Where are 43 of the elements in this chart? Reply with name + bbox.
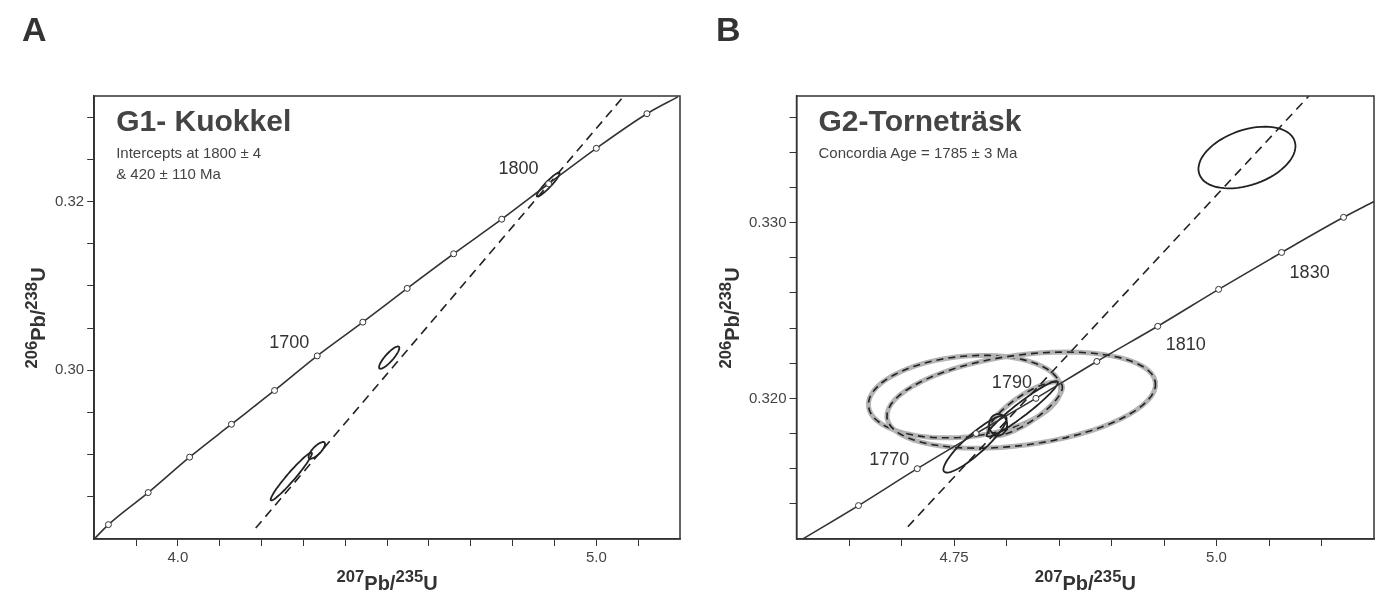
text: A <box>22 10 47 49</box>
x-tick-label: 5.0 <box>1206 548 1227 566</box>
point <box>1215 285 1223 293</box>
point <box>1093 357 1101 365</box>
y-tick-label: 0.320 <box>748 388 787 406</box>
point <box>913 465 921 473</box>
point <box>1340 213 1348 221</box>
point <box>854 502 862 510</box>
point <box>403 284 411 292</box>
point <box>1154 322 1162 330</box>
point <box>186 453 194 461</box>
x-axis-title: $^{207}$Pb/$^{235}$U <box>336 567 438 595</box>
point <box>271 386 279 394</box>
point <box>1032 394 1040 402</box>
point <box>450 250 458 258</box>
annotation: 1800 <box>498 157 539 178</box>
point <box>144 489 152 497</box>
point <box>359 318 367 326</box>
y-tick-label: 0.30 <box>54 360 85 378</box>
point <box>972 430 980 438</box>
point <box>1278 248 1286 256</box>
annotation: 1810 <box>1165 334 1206 355</box>
text: Concordia Age = 1785 ± 3 Ma <box>818 143 1019 163</box>
point <box>643 110 651 118</box>
y-tick-label: 0.32 <box>54 191 85 209</box>
point <box>498 215 506 223</box>
annotation: 1770 <box>869 448 910 469</box>
x-axis-title: $^{207}$Pb/$^{235}$U <box>1034 567 1136 595</box>
annotation: 1830 <box>1289 262 1330 283</box>
chart-title: G1- Kuokkel <box>116 104 292 138</box>
point <box>227 420 235 428</box>
y-tick-label: 0.330 <box>748 212 787 230</box>
text: B <box>716 10 741 49</box>
x-tick-label: 4.0 <box>167 548 189 566</box>
point <box>313 352 321 360</box>
x-tick-label: 4.75 <box>939 548 969 566</box>
point <box>592 144 600 152</box>
x-tick-label: 5.0 <box>585 548 607 566</box>
text: Intercepts at 1800 ± 4 & 420 ± 110 Ma <box>116 143 263 184</box>
annotation: 1790 <box>991 372 1032 393</box>
annotation: 1700 <box>269 331 310 352</box>
point <box>104 521 112 529</box>
chart-title: G2-Torneträsk <box>818 104 1022 138</box>
